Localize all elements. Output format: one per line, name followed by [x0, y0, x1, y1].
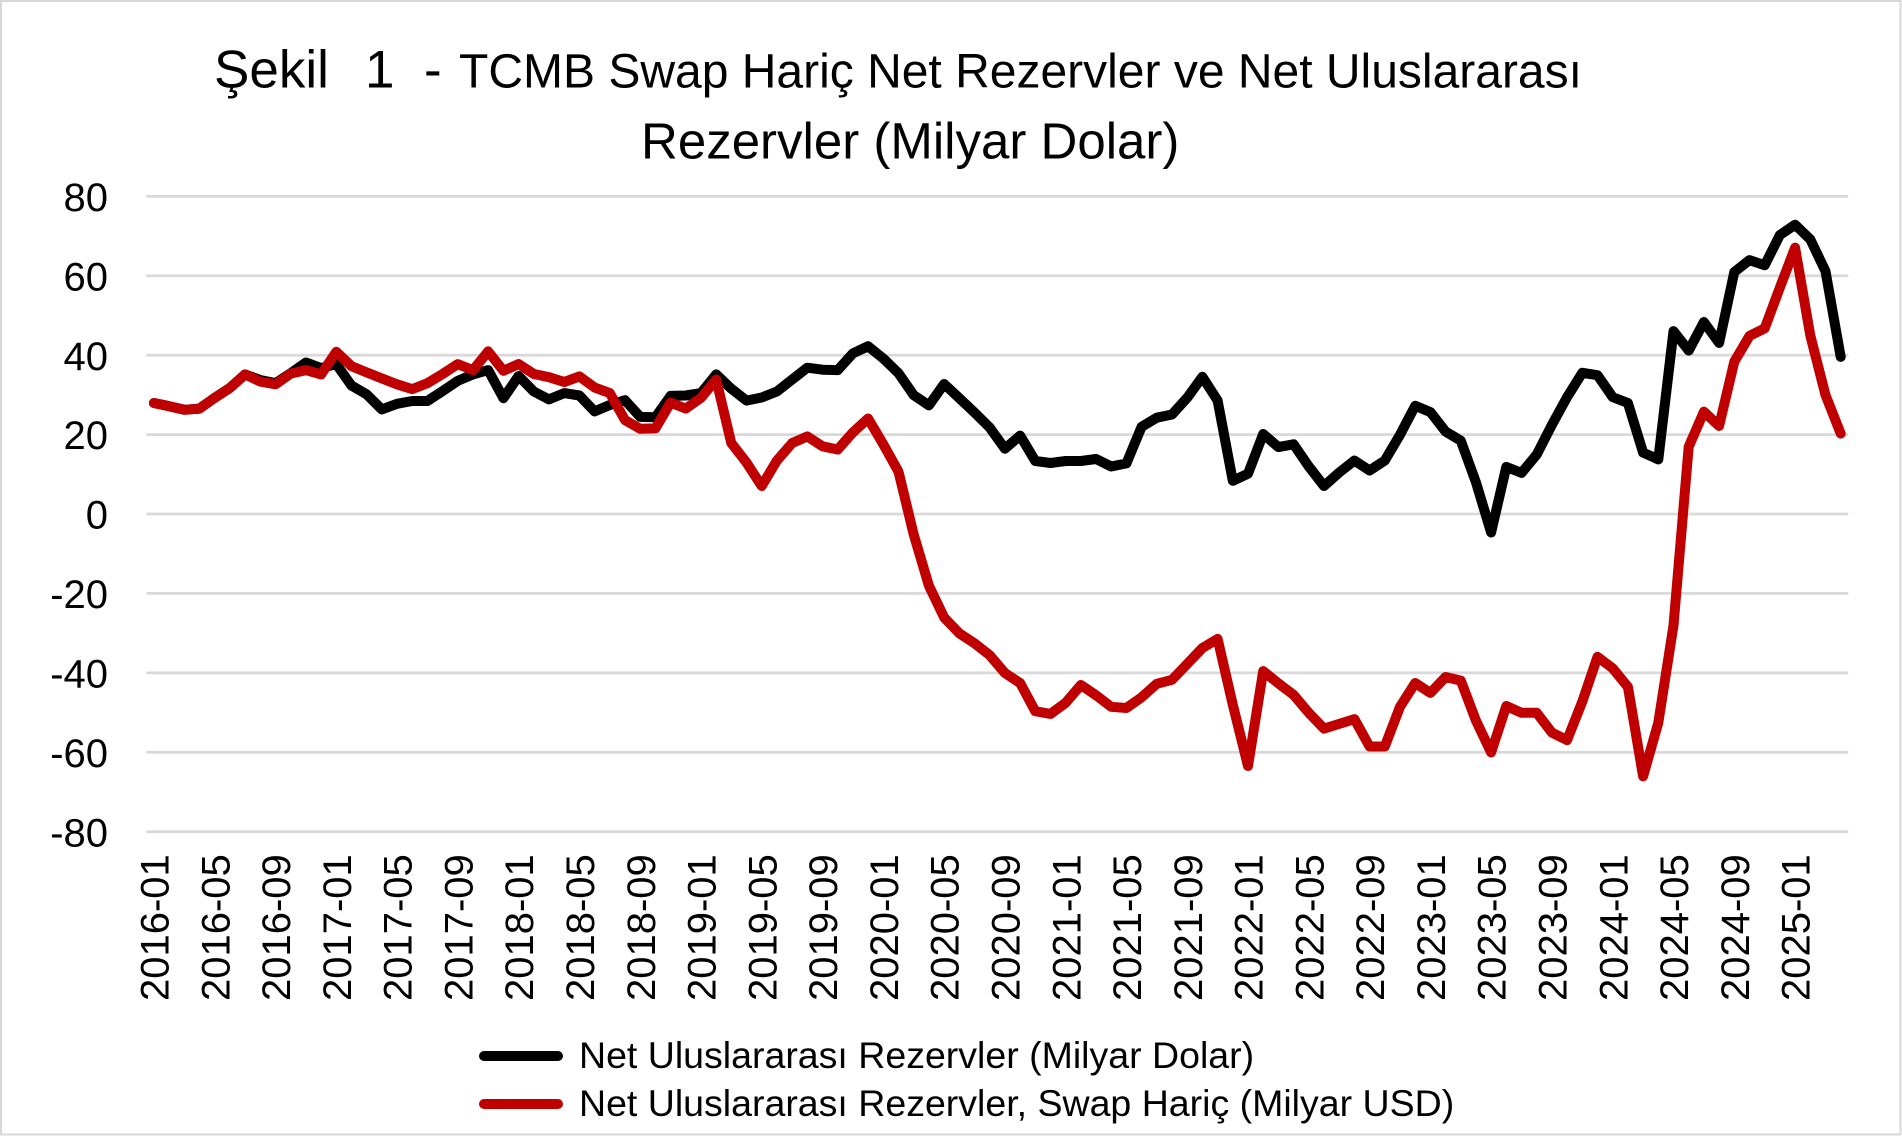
svg-text:2023-09: 2023-09: [1532, 854, 1576, 1001]
svg-text:2019-09: 2019-09: [802, 854, 846, 1001]
svg-text:2016-01: 2016-01: [134, 854, 178, 1001]
svg-text:2022-01: 2022-01: [1228, 854, 1272, 1001]
svg-text:2025-01: 2025-01: [1775, 854, 1819, 1001]
svg-text:2022-09: 2022-09: [1349, 854, 1393, 1001]
svg-text:80: 80: [64, 176, 109, 220]
svg-text:2022-05: 2022-05: [1288, 854, 1332, 1001]
svg-text:Net Uluslararası Rezervler (Mi: Net Uluslararası Rezervler (Milyar Dolar…: [579, 1034, 1254, 1076]
svg-text:2016-09: 2016-09: [255, 854, 299, 1001]
svg-text:2021-01: 2021-01: [1045, 854, 1089, 1001]
svg-text:60: 60: [64, 255, 109, 299]
svg-text:40: 40: [64, 335, 109, 379]
svg-text:TCMB Swap Hariç Net Rezervler: TCMB Swap Hariç Net Rezervler ve Net Ulu…: [459, 46, 1582, 99]
svg-text:-60: -60: [50, 732, 108, 776]
svg-text:2018-05: 2018-05: [559, 854, 603, 1001]
svg-text:2023-01: 2023-01: [1410, 854, 1454, 1001]
svg-text:20: 20: [64, 414, 109, 458]
svg-text:2018-01: 2018-01: [498, 854, 542, 1001]
svg-text:-40: -40: [50, 653, 108, 697]
svg-text:2024-01: 2024-01: [1592, 854, 1636, 1001]
svg-text:-80: -80: [50, 811, 108, 855]
svg-text:2018-09: 2018-09: [620, 854, 664, 1001]
svg-text:2017-01: 2017-01: [316, 854, 360, 1001]
svg-text:-20: -20: [50, 573, 108, 617]
svg-text:2017-09: 2017-09: [437, 854, 481, 1001]
svg-text:2020-05: 2020-05: [924, 854, 968, 1001]
svg-text:1: 1: [365, 41, 394, 100]
svg-text:Şekil: Şekil: [214, 41, 329, 100]
svg-text:2020-09: 2020-09: [985, 854, 1029, 1001]
svg-text:2019-01: 2019-01: [681, 854, 725, 1001]
svg-text:-: -: [424, 41, 442, 100]
svg-text:2019-05: 2019-05: [741, 854, 785, 1001]
svg-text:2016-05: 2016-05: [194, 854, 238, 1001]
svg-text:Net Uluslararası Rezervler, Sw: Net Uluslararası Rezervler, Swap Hariç (…: [579, 1082, 1454, 1124]
svg-text:2017-05: 2017-05: [377, 854, 421, 1001]
svg-text:0: 0: [86, 494, 108, 538]
svg-text:2024-09: 2024-09: [1714, 854, 1758, 1001]
svg-text:2020-01: 2020-01: [863, 854, 907, 1001]
svg-text:Rezervler (Milyar Dolar): Rezervler (Milyar Dolar): [641, 113, 1179, 170]
svg-text:2024-05: 2024-05: [1653, 854, 1697, 1001]
svg-text:2021-09: 2021-09: [1167, 854, 1211, 1001]
svg-text:2023-05: 2023-05: [1471, 854, 1515, 1001]
svg-text:2021-05: 2021-05: [1106, 854, 1150, 1001]
